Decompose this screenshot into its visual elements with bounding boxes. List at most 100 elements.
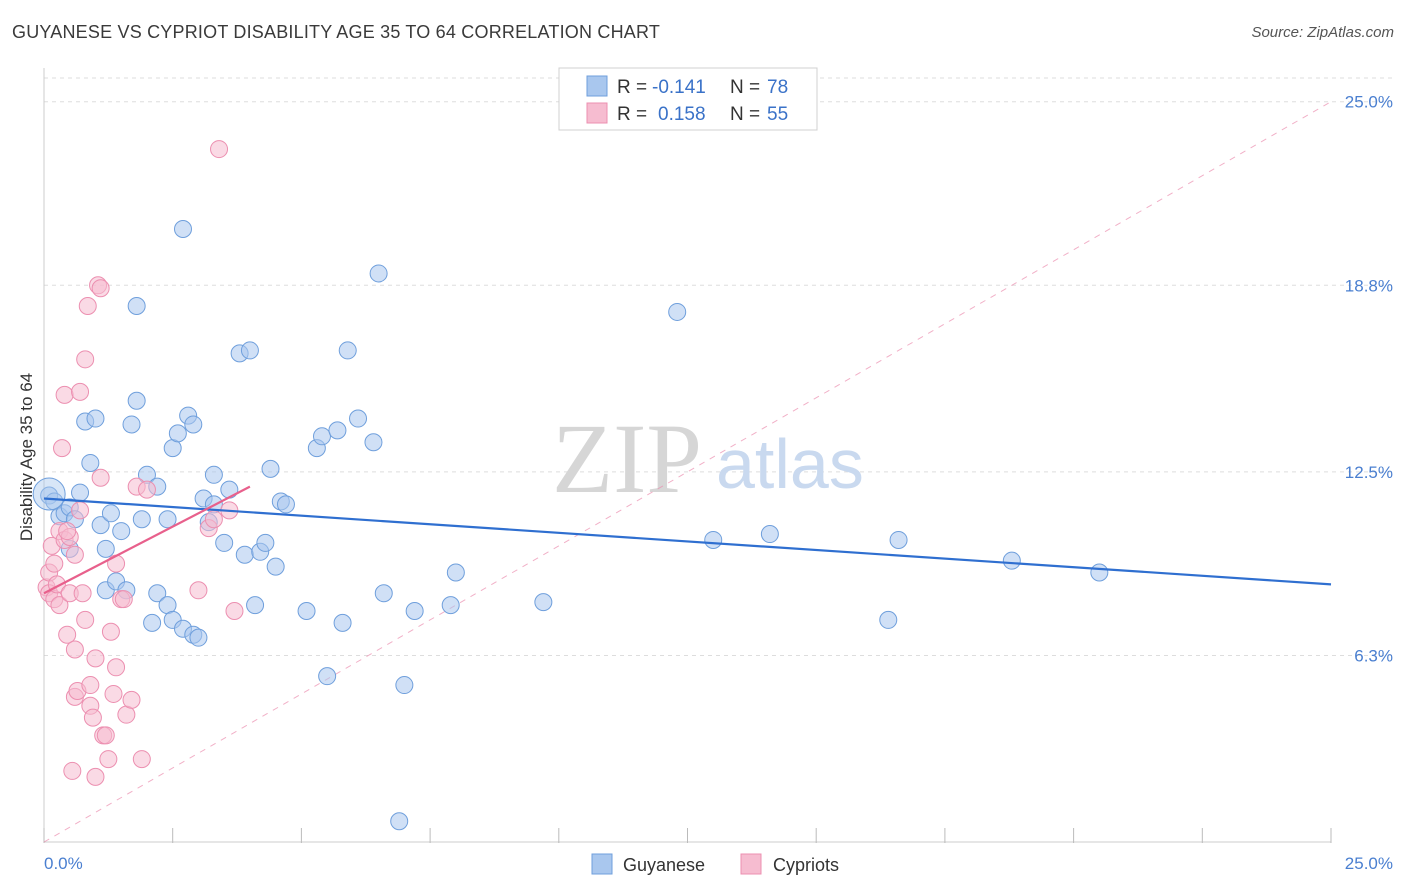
cypriot-point-36 bbox=[101, 622, 120, 641]
guyanese-point-67 bbox=[441, 596, 460, 615]
guyanese-point-11 bbox=[91, 516, 110, 535]
source-credit: Source: ZipAtlas.com bbox=[1251, 24, 1394, 41]
x-tick-label-max: 25.0% bbox=[1345, 854, 1393, 873]
bottom-legend-swatch-guyanese bbox=[591, 853, 613, 875]
cypriot-point-8 bbox=[50, 596, 69, 615]
guyanese-point-73 bbox=[879, 610, 898, 629]
guyanese-point-69 bbox=[534, 593, 553, 612]
cypriot-point-9 bbox=[53, 439, 72, 458]
guyanese-point-19 bbox=[127, 391, 146, 410]
guyanese-trend-line bbox=[43, 497, 1332, 586]
cypriot-point-4 bbox=[45, 554, 64, 573]
y-tick-label-2: 18.8% bbox=[1345, 276, 1393, 295]
guyanese-point-25 bbox=[148, 584, 167, 603]
cypriot-point-50 bbox=[210, 140, 229, 159]
legend-r-value-cypriots: 0.158 bbox=[658, 104, 706, 125]
x-tick-label-min: 0.0% bbox=[44, 854, 83, 873]
cypriot-point-35 bbox=[99, 750, 118, 769]
cypriot-point-39 bbox=[107, 658, 126, 677]
guyanese-point-75 bbox=[1002, 551, 1021, 570]
guyanese-point-48 bbox=[256, 533, 275, 552]
guyanese-point-59 bbox=[338, 341, 357, 360]
guyanese-point-12 bbox=[96, 539, 115, 558]
cypriot-point-46 bbox=[137, 480, 156, 499]
guyanese-point-64 bbox=[390, 812, 409, 831]
chart-title: GUYANESE VS CYPRIOT DISABILITY AGE 35 TO… bbox=[12, 22, 661, 42]
guyanese-point-60 bbox=[349, 409, 368, 428]
legend-swatch-cypriots bbox=[586, 102, 608, 124]
legend-r-value-guyanese: -0.141 bbox=[652, 77, 706, 98]
cypriot-point-54 bbox=[65, 545, 84, 564]
cypriot-point-22 bbox=[76, 350, 95, 369]
series-legend: Guyanese Cypriots bbox=[591, 853, 839, 875]
guyanese-point-14 bbox=[101, 504, 120, 523]
cypriot-point-23 bbox=[76, 610, 95, 629]
guyanese-point-9 bbox=[81, 453, 100, 472]
cypriot-point-34 bbox=[96, 726, 115, 745]
guyanese-point-7 bbox=[71, 483, 90, 502]
y-tick-label-3: 25.0% bbox=[1345, 93, 1393, 112]
legend-r-label-guyanese: R = bbox=[617, 77, 647, 98]
cypriot-point-37 bbox=[104, 684, 123, 703]
cypriot-point-12 bbox=[58, 625, 77, 644]
cypriot-point-29 bbox=[86, 649, 105, 668]
guyanese-point-34 bbox=[184, 415, 203, 434]
guyanese-point-10 bbox=[86, 409, 105, 428]
legend-swatch-guyanese bbox=[586, 75, 608, 97]
y-tick-label-0: 6.3% bbox=[1354, 646, 1393, 665]
cypriot-point-28 bbox=[86, 767, 105, 786]
cypriot-point-52 bbox=[225, 602, 244, 621]
cypriot-point-27 bbox=[83, 708, 102, 727]
guyanese-point-26 bbox=[158, 510, 177, 529]
guyanese-point-46 bbox=[246, 596, 265, 615]
bottom-legend-guyanese: Guyanese bbox=[623, 855, 705, 875]
cypriot-point-10 bbox=[55, 385, 74, 404]
correlation-legend: R = -0.141 N = 78 R = 0.158 N = 55 bbox=[558, 67, 818, 131]
legend-n-label-guyanese: N = bbox=[730, 77, 760, 98]
guyanese-point-21 bbox=[132, 510, 151, 529]
watermark-zip: ZIP bbox=[552, 403, 702, 514]
y-tick-labels: 6.3% 12.5% 18.8% 25.0% bbox=[1345, 93, 1393, 666]
guyanese-point-53 bbox=[297, 602, 316, 621]
y-axis-title: Disability Age 35 to 64 bbox=[17, 373, 36, 541]
cypriot-point-38 bbox=[107, 554, 126, 573]
x-tick-labels: 0.0% 25.0% bbox=[44, 854, 1393, 873]
guyanese-point-63 bbox=[374, 584, 393, 603]
guyanese-point-49 bbox=[261, 459, 280, 478]
cypriot-point-19 bbox=[71, 382, 90, 401]
cypriot-point-41 bbox=[114, 590, 133, 609]
guyanese-point-50 bbox=[266, 557, 285, 576]
guyanese-point-72 bbox=[760, 525, 779, 544]
guyanese-point-41 bbox=[215, 533, 234, 552]
guyanese-point-52 bbox=[276, 495, 295, 514]
guyanese-point-45 bbox=[240, 341, 259, 360]
guyanese-point-39 bbox=[204, 465, 223, 484]
cypriot-point-32 bbox=[91, 468, 110, 487]
guyanese-point-57 bbox=[328, 421, 347, 440]
guyanese-point-62 bbox=[369, 264, 388, 283]
cypriot-trend-line bbox=[43, 485, 251, 595]
guyanese-point-31 bbox=[173, 220, 192, 239]
guyanese-point-16 bbox=[112, 522, 131, 541]
cypriot-point-53 bbox=[58, 522, 77, 541]
guyanese-point-58 bbox=[333, 613, 352, 632]
cypriot-point-25 bbox=[81, 676, 100, 695]
cypriot-point-15 bbox=[63, 761, 82, 780]
watermark-atlas: atlas bbox=[716, 425, 864, 503]
y-tick-label-1: 12.5% bbox=[1345, 463, 1393, 482]
guyanese-point-74 bbox=[889, 530, 908, 549]
guyanese-point-68 bbox=[446, 563, 465, 582]
guyanese-point-70 bbox=[668, 302, 687, 321]
cypriot-point-47 bbox=[189, 581, 208, 600]
guyanese-point-23 bbox=[143, 613, 162, 632]
cypriot-point-45 bbox=[132, 750, 151, 769]
guyanese-cluster-point bbox=[32, 477, 66, 511]
legend-n-label-cypriots: N = bbox=[730, 104, 760, 125]
guyanese-point-65 bbox=[395, 676, 414, 695]
guyanese-points bbox=[32, 220, 1109, 831]
bottom-legend-cypriots: Cypriots bbox=[773, 855, 839, 875]
guyanese-point-44 bbox=[235, 545, 254, 564]
cypriot-points bbox=[37, 140, 244, 786]
guyanese-point-61 bbox=[364, 433, 383, 452]
legend-n-value-guyanese: 78 bbox=[767, 77, 788, 98]
